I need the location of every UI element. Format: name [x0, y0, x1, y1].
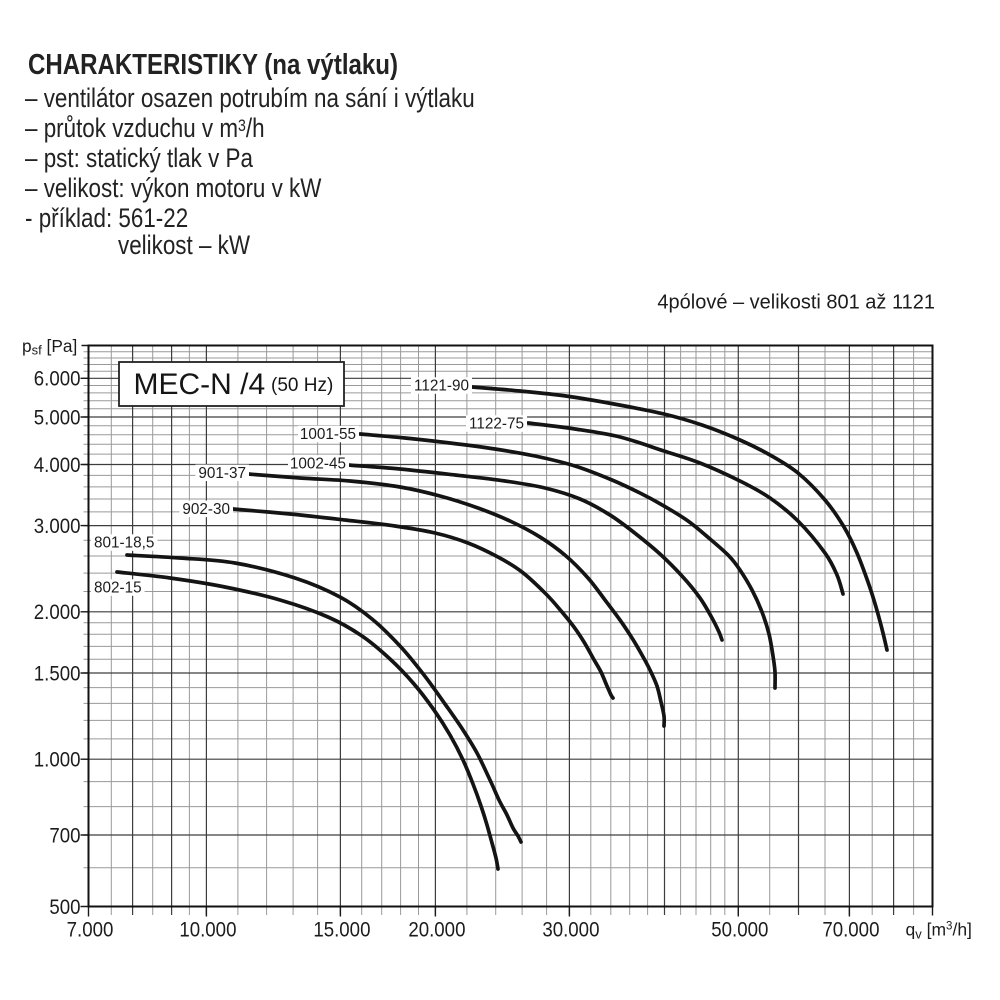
svg-text:15.000: 15.000: [313, 919, 370, 942]
svg-text:1121-90: 1121-90: [414, 378, 469, 395]
svg-text:psf [Pa]: psf [Pa]: [22, 336, 77, 358]
svg-text:3.000: 3.000: [34, 515, 81, 538]
svg-text:MEC-N /4: MEC-N /4: [134, 368, 266, 401]
svg-text:30.000: 30.000: [542, 919, 599, 942]
svg-text:700: 700: [49, 824, 80, 847]
svg-text:(50 Hz): (50 Hz): [271, 375, 333, 396]
svg-text:50.000: 50.000: [711, 919, 768, 942]
svg-text:2.000: 2.000: [34, 601, 81, 624]
svg-text:1002-45: 1002-45: [290, 455, 346, 472]
svg-text:4pólové – velikosti 801 až 112: 4pólové – velikosti 801 až 1121: [657, 292, 935, 314]
svg-text:qv [m3/h]: qv [m3/h]: [906, 920, 972, 942]
svg-text:902-30: 902-30: [182, 501, 230, 518]
svg-text:5.000: 5.000: [34, 406, 81, 429]
svg-text:1001-55: 1001-55: [300, 426, 356, 443]
svg-text:802-15: 802-15: [94, 580, 142, 597]
svg-text:20.000: 20.000: [408, 919, 465, 942]
svg-text:1122-75: 1122-75: [469, 416, 524, 433]
svg-text:4.000: 4.000: [34, 454, 81, 477]
svg-text:500: 500: [49, 896, 80, 919]
svg-text:1.000: 1.000: [34, 749, 81, 772]
svg-text:801-18,5: 801-18,5: [94, 535, 154, 552]
svg-text:901-37: 901-37: [198, 465, 246, 482]
svg-text:70.000: 70.000: [822, 919, 879, 942]
svg-text:1.500: 1.500: [34, 662, 81, 685]
svg-text:10.000: 10.000: [179, 919, 236, 942]
svg-text:7.000: 7.000: [67, 919, 114, 942]
svg-text:6.000: 6.000: [34, 368, 81, 391]
